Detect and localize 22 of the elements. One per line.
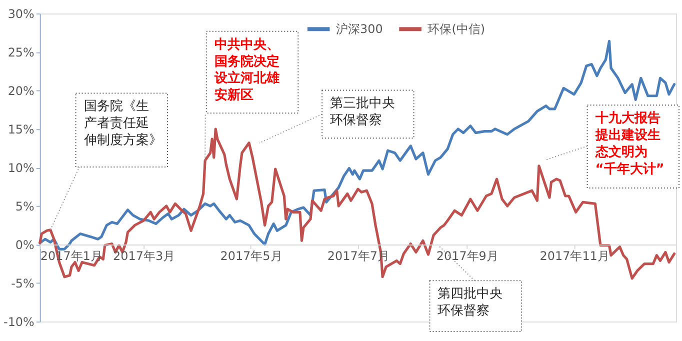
- annotation: 十九大报告提出建设生态文明为“千年大计”: [594, 110, 664, 177]
- y-tick-label: 20%: [8, 84, 34, 98]
- y-tick-label: 30%: [8, 6, 34, 21]
- line-series: [38, 40, 676, 250]
- y-tick-label: 0%: [15, 238, 34, 252]
- x-tick-label: 2017年5月: [220, 248, 282, 263]
- y-tick-label: -5%: [11, 276, 34, 291]
- y-tick-label: -10%: [4, 315, 34, 330]
- y-tick-label: 10%: [8, 160, 34, 175]
- x-tick-label: 2017年3月: [113, 248, 176, 263]
- legend-label: 环保(中信): [428, 22, 486, 36]
- annotation: 国务院《生产者责任延伸制度方案》: [82, 99, 162, 148]
- y-tick-label: 15%: [8, 122, 34, 136]
- legend-label: 沪深300: [336, 22, 383, 36]
- y-tick-label: 25%: [8, 45, 34, 60]
- x-tick-label: 2017年9月: [436, 248, 498, 263]
- line-series: [38, 128, 676, 280]
- annotation: 中共中央、国务院决定设立河北雄安新区: [213, 37, 280, 104]
- annotation: 第三批中央环保督察: [330, 96, 396, 128]
- annotation: 第四批中央环保督察: [438, 286, 503, 319]
- y-tick-label: 5%: [15, 200, 34, 214]
- x-tick-label: 2017年11月: [540, 248, 610, 263]
